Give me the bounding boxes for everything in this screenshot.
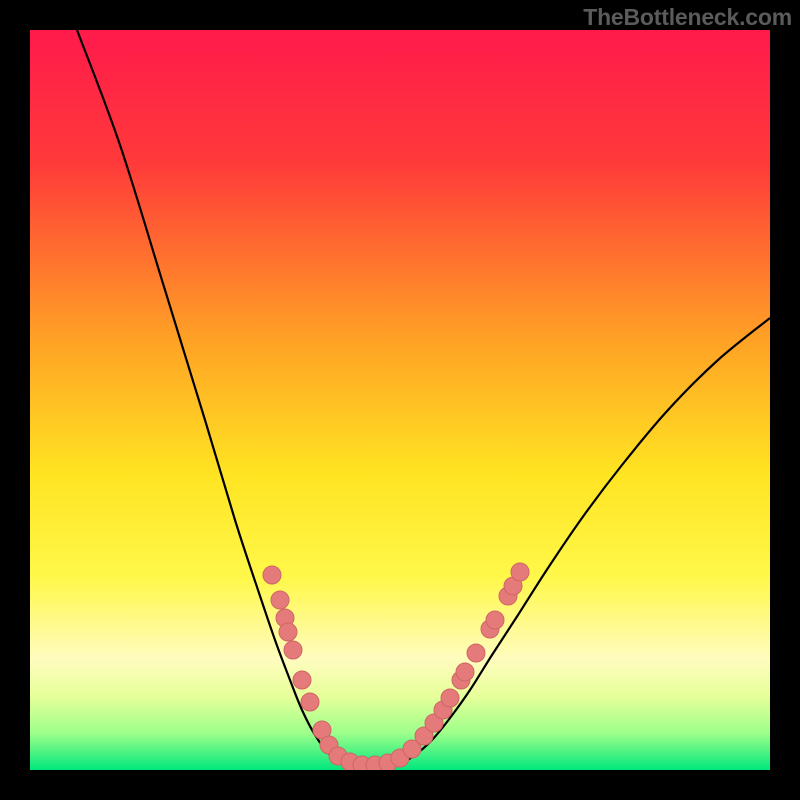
data-marker: [441, 689, 459, 707]
data-marker: [511, 563, 529, 581]
data-marker: [301, 693, 319, 711]
data-marker: [456, 663, 474, 681]
data-marker: [486, 611, 504, 629]
gradient-background: [30, 30, 770, 770]
data-marker: [284, 641, 302, 659]
chart-svg: [0, 0, 800, 800]
data-marker: [271, 591, 289, 609]
data-marker: [467, 644, 485, 662]
chart-canvas: { "watermark": { "text": "TheBottleneck.…: [0, 0, 800, 800]
data-marker: [263, 566, 281, 584]
data-marker: [293, 671, 311, 689]
data-marker: [279, 623, 297, 641]
watermark-text: TheBottleneck.com: [583, 4, 792, 31]
